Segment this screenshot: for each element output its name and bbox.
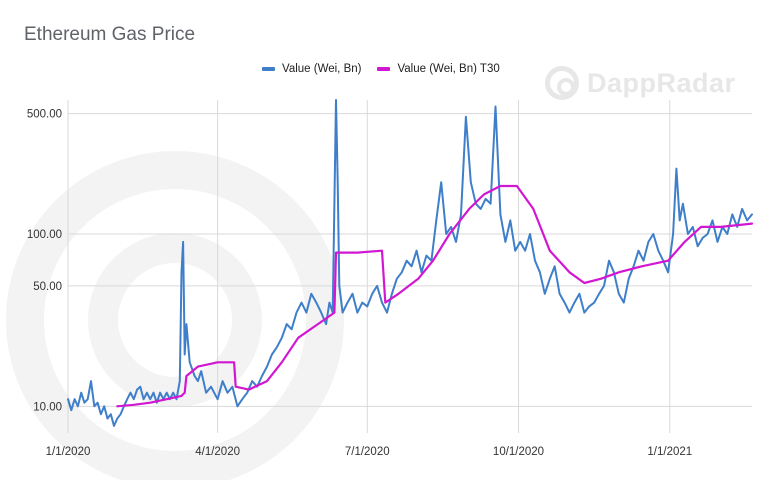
legend-swatch-t30	[377, 67, 391, 71]
legend-swatch-value	[262, 67, 275, 71]
x-tick-label: 10/1/2020	[493, 446, 544, 458]
legend-label-t30: Value (Wei, Bn) T30	[397, 63, 500, 75]
watermark-emblem-inner	[88, 233, 262, 407]
watermark-emblem-outer	[6, 151, 344, 480]
chart-legend: Value (Wei, Bn) Value (Wei, Bn) T30	[262, 63, 500, 75]
x-tick-label: 1/1/2020	[46, 446, 91, 458]
x-tick-label: 1/1/2021	[647, 446, 692, 458]
dappradar-logo-icon	[545, 66, 579, 100]
watermark-text: DappRadar	[587, 67, 736, 98]
y-tick-label: 10.00	[33, 401, 62, 413]
legend-item-value[interactable]: Value (Wei, Bn)	[262, 63, 361, 75]
series-line-t30	[116, 184, 754, 408]
x-tick-label: 7/1/2020	[345, 446, 390, 458]
series-line-value	[67, 99, 753, 427]
x-tick-label: 4/1/2020	[195, 446, 240, 458]
y-tick-label: 50.00	[33, 281, 62, 293]
dappradar-watermark: DappRadar	[545, 66, 736, 100]
legend-label-value: Value (Wei, Bn)	[282, 63, 362, 75]
legend-item-t30[interactable]: Value (Wei, Bn) T30	[377, 63, 500, 75]
y-tick-label: 500.00	[27, 109, 62, 121]
chart-title: Ethereum Gas Price	[24, 24, 196, 45]
y-tick-label: 100.00	[27, 229, 62, 241]
